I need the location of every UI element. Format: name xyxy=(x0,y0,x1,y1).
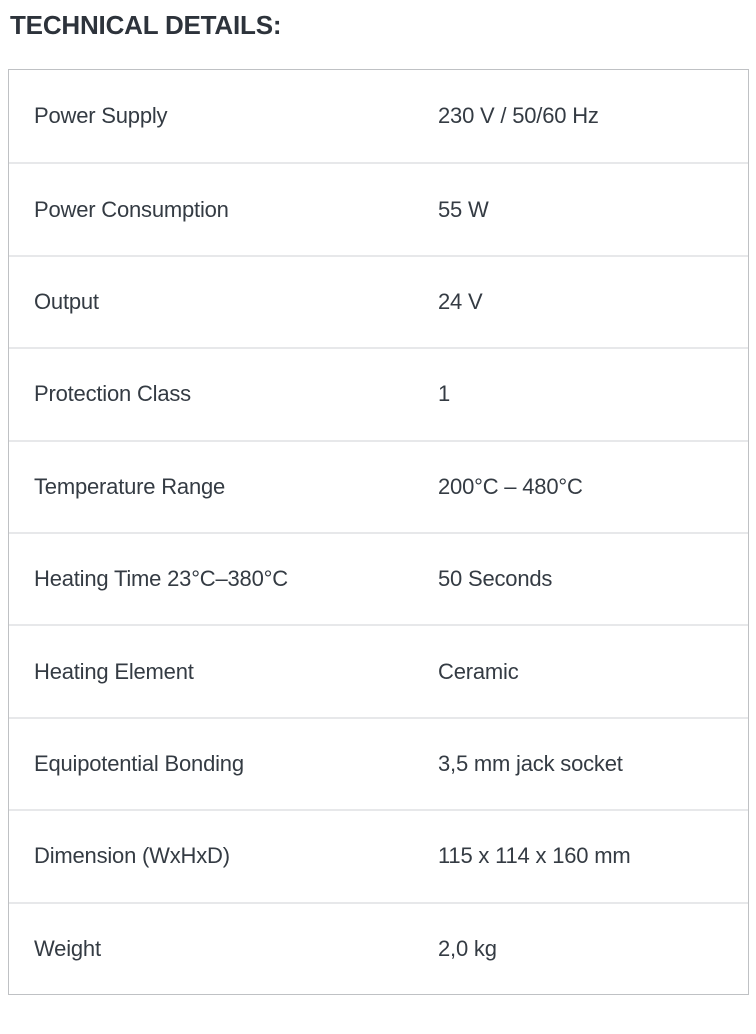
spec-label: Output xyxy=(34,288,99,314)
table-row: Protection Class 1 xyxy=(9,347,748,439)
table-row: Weight 2,0 kg xyxy=(9,901,748,994)
spec-value: 2,0 kg xyxy=(438,935,497,961)
spec-value: 200°C – 480°C xyxy=(438,473,583,499)
spec-label: Heating Element xyxy=(34,658,194,684)
spec-label: Power Consumption xyxy=(34,196,229,222)
spec-value: 115 x 114 x 160 mm xyxy=(438,843,631,869)
page-title: TECHNICAL DETAILS: xyxy=(10,10,282,40)
table-row: Heating Time 23°C–380°C 50 Seconds xyxy=(9,531,748,624)
spec-value: 230 V / 50/60 Hz xyxy=(438,103,599,129)
spec-value: 50 Seconds xyxy=(438,566,553,592)
spec-value: Ceramic xyxy=(438,658,519,684)
spec-value: 1 xyxy=(438,381,451,407)
spec-label: Power Supply xyxy=(34,103,168,129)
table-row: Equipotential Bonding 3,5 mm jack socket xyxy=(9,716,748,809)
page: TECHNICAL DETAILS: Power Supply 230 V / 5… xyxy=(0,10,756,1034)
table-row: Dimension (WxHxD) 115 x 114 x 160 mm xyxy=(9,809,748,901)
spec-label: Weight xyxy=(34,935,101,961)
spec-label: Equipotential Bonding xyxy=(34,750,244,776)
table-row: Heating Element Ceramic xyxy=(9,624,748,716)
spec-value: 3,5 mm jack socket xyxy=(438,750,623,776)
spec-value: 55 W xyxy=(438,196,489,222)
spec-table: Power Supply 230 V / 50/60 Hz Power Consum… xyxy=(8,69,749,995)
table-row: Power Supply 230 V / 50/60 Hz xyxy=(9,70,748,162)
spec-label: Temperature Range xyxy=(34,473,226,499)
spec-label: Heating Time 23°C–380°C xyxy=(34,566,288,592)
table-row: Temperature Range 200°C – 480°C xyxy=(9,439,748,532)
spec-label: Dimension (WxHxD) xyxy=(34,843,230,869)
table-row: Output 24 V xyxy=(9,254,748,347)
spec-value: 24 V xyxy=(438,288,483,314)
spec-label: Protection Class xyxy=(34,381,191,407)
table-row: Power Consumption 55 W xyxy=(9,162,748,254)
